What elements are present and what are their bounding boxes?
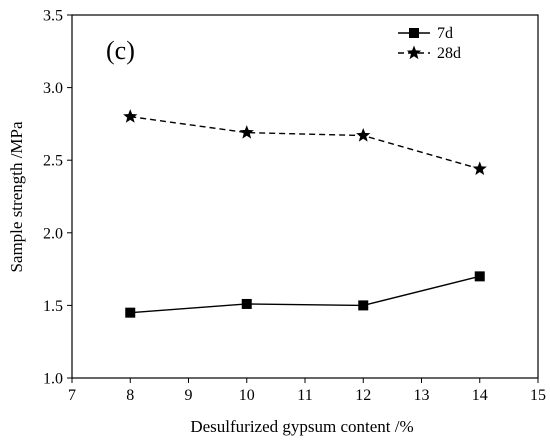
data-point-7d	[474, 271, 485, 282]
data-point-28d	[356, 128, 371, 142]
x-tick-label: 14	[472, 387, 488, 404]
panel-label: (c)	[106, 36, 135, 65]
legend-marker-28d	[406, 45, 422, 60]
series-28d	[123, 109, 487, 175]
y-tick-label: 2.5	[43, 153, 63, 170]
data-point-7d	[358, 300, 369, 311]
y-tick-label: 3.0	[43, 80, 63, 97]
y-tick-label: 3.5	[43, 8, 63, 25]
legend-marker-7d	[409, 28, 419, 38]
y-axis-title: Sample strength /MPa	[7, 121, 26, 273]
x-axis: 7 8 9 10 11 12 13 14 15	[68, 378, 546, 404]
x-tick-label: 8	[126, 387, 134, 404]
legend-label-28d: 28d	[437, 45, 461, 62]
y-axis: 1.0 1.5 2.0 2.5 3.0 3.5	[43, 8, 72, 388]
x-tick-label: 13	[414, 387, 430, 404]
plot-area	[71, 14, 539, 379]
x-tick-label: 10	[239, 387, 255, 404]
series-7d	[125, 271, 485, 318]
legend-label-7d: 7d	[437, 25, 453, 42]
data-point-28d	[472, 161, 487, 175]
data-point-7d	[241, 298, 252, 309]
series-line-28d	[130, 115, 480, 170]
y-tick-label: 2.0	[43, 225, 63, 242]
data-point-7d	[125, 307, 136, 318]
x-tick-label: 15	[530, 387, 546, 404]
data-point-28d	[239, 125, 254, 139]
series-layer	[123, 109, 487, 318]
data-point-28d	[123, 109, 138, 123]
y-tick-label: 1.5	[43, 298, 63, 315]
x-tick-label: 11	[297, 387, 312, 404]
x-tick-label: 9	[185, 387, 193, 404]
plot-frame	[71, 14, 539, 379]
series-line-7d	[130, 275, 480, 314]
x-tick-label: 7	[68, 387, 76, 404]
x-tick-label: 12	[355, 387, 371, 404]
y-tick-label: 1.0	[43, 371, 63, 388]
x-axis-title: Desulfurized gypsum content /%	[190, 417, 413, 436]
